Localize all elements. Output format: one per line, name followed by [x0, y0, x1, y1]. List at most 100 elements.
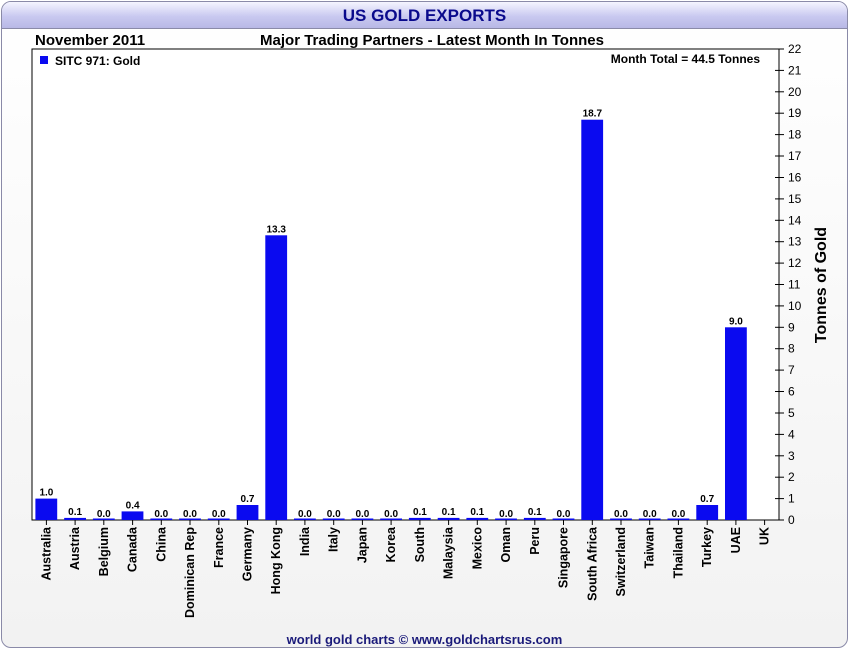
- bar-australia: [35, 498, 58, 520]
- bar-canada: [121, 511, 144, 520]
- title-bar: US GOLD EXPORTS: [2, 2, 847, 29]
- bar-south-africa: [581, 119, 604, 520]
- y-tick-label: 21: [788, 63, 802, 77]
- footer-credit: world gold charts © www.goldchartsrus.co…: [286, 632, 563, 647]
- x-tick-label: Australia: [39, 526, 53, 581]
- x-tick-label: Hong Kong: [269, 527, 283, 594]
- data-label: 0.0: [384, 509, 398, 520]
- y-tick-label: 18: [788, 128, 802, 142]
- data-label: 18.7: [583, 109, 603, 120]
- y-axis-title: Tonnes of Gold: [813, 227, 830, 343]
- bar-hong-kong: [265, 235, 288, 521]
- y-tick-label: 6: [788, 385, 795, 399]
- bar-malaysia: [437, 517, 460, 520]
- chart-subtitle: Major Trading Partners - Latest Month In…: [260, 32, 604, 49]
- x-tick-label: South: [413, 527, 427, 562]
- data-label: 0.0: [671, 509, 685, 520]
- y-tick-label: 9: [788, 320, 795, 334]
- chart-title: US GOLD EXPORTS: [342, 6, 507, 25]
- x-tick-label: Dominican Rep: [183, 527, 197, 618]
- data-label: 0.0: [298, 509, 312, 520]
- data-label: 0.0: [355, 509, 369, 520]
- data-label: 0.1: [442, 507, 456, 518]
- x-tick-label: Belgium: [97, 527, 111, 576]
- bar-india: [294, 518, 316, 520]
- x-tick-label: France: [212, 527, 226, 568]
- y-tick-label: 12: [788, 256, 802, 270]
- month-total-annotation: Month Total = 44.5 Tonnes: [611, 52, 761, 66]
- data-label: 0.4: [126, 500, 140, 511]
- bar-singapore: [552, 518, 575, 520]
- legend-label: SITC 971: Gold: [55, 54, 140, 68]
- y-tick-label: 5: [788, 406, 795, 420]
- y-tick-label: 16: [788, 171, 802, 185]
- data-label: 13.3: [266, 224, 286, 235]
- legend-marker: [40, 56, 48, 64]
- y-tick-label: 20: [788, 85, 802, 99]
- bar-oman: [495, 518, 517, 520]
- x-tick-label: UK: [758, 527, 772, 545]
- x-tick-label: UAE: [729, 527, 743, 553]
- bar-uae: [725, 327, 747, 520]
- x-tick-label: Malaysia: [442, 526, 456, 579]
- bar-korea: [380, 518, 402, 520]
- data-label: 0.0: [97, 509, 111, 520]
- data-label: 0.0: [212, 509, 226, 520]
- data-label: 0.1: [68, 507, 82, 518]
- bar-taiwan: [638, 518, 661, 520]
- bar-south: [408, 517, 431, 520]
- y-tick-label: 15: [788, 192, 802, 206]
- data-label: 0.0: [557, 509, 571, 520]
- x-tick-label: Germany: [241, 527, 255, 581]
- y-tick-label: 19: [788, 106, 802, 120]
- bar-peru: [523, 517, 546, 520]
- x-tick-label: Canada: [126, 526, 140, 572]
- x-tick-label: China: [154, 526, 168, 562]
- bar-belgium: [92, 518, 115, 520]
- x-tick-label: Korea: [384, 526, 398, 562]
- bar-mexico: [466, 517, 489, 520]
- x-tick-label: Switzerland: [614, 527, 628, 596]
- x-tick-label: Turkey: [700, 527, 714, 567]
- chart-date: November 2011: [35, 32, 146, 49]
- data-label: 9.0: [729, 316, 743, 327]
- data-label: 0.7: [700, 494, 714, 505]
- bar-japan: [351, 518, 374, 520]
- bar-thailand: [667, 518, 690, 520]
- y-tick-label: 14: [788, 213, 802, 227]
- bar-germany: [236, 505, 259, 520]
- data-label: 0.7: [241, 494, 255, 505]
- y-tick-label: 10: [788, 299, 802, 313]
- x-tick-label: Singapore: [557, 527, 571, 588]
- x-tick-label: Italy: [327, 527, 341, 552]
- y-tick-label: 11: [788, 278, 801, 292]
- data-label: 0.1: [413, 507, 427, 518]
- data-label: 0.1: [470, 507, 484, 518]
- bar-turkey: [696, 505, 719, 520]
- x-tick-label: Mexico: [470, 527, 484, 570]
- x-tick-label: Japan: [355, 527, 369, 563]
- y-tick-label: 7: [788, 363, 795, 377]
- data-label: 0.0: [614, 509, 628, 520]
- y-tick-label: 3: [788, 449, 795, 463]
- x-tick-label: India: [298, 526, 312, 556]
- y-tick-label: 0: [788, 513, 795, 527]
- x-tick-label: Austria: [68, 526, 82, 570]
- bar-france: [207, 518, 230, 520]
- data-label: 1.0: [39, 488, 53, 499]
- bar-italy: [322, 518, 345, 520]
- y-tick-label: 2: [788, 470, 795, 484]
- x-tick-label: Thailand: [671, 527, 685, 578]
- y-tick-label: 13: [788, 235, 802, 249]
- x-tick-label: Peru: [528, 527, 542, 555]
- data-label: 0.0: [499, 509, 513, 520]
- x-tick-label: South Africa: [585, 526, 599, 601]
- bar-austria: [64, 517, 86, 520]
- y-tick-label: 22: [788, 42, 802, 56]
- y-tick-label: 17: [788, 149, 802, 163]
- bar-switzerland: [610, 518, 632, 520]
- x-tick-label: Taiwan: [643, 527, 657, 568]
- data-label: 0.0: [183, 509, 197, 520]
- data-label: 0.0: [643, 509, 657, 520]
